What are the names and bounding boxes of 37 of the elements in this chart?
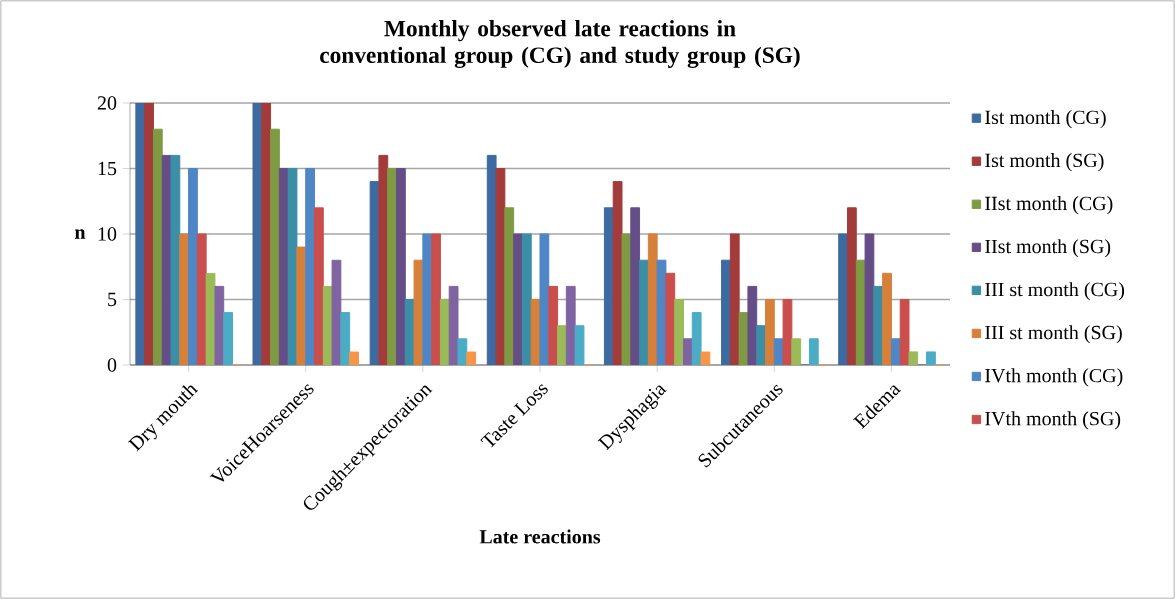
chart-title: Monthly observed late reactions in conventional group (CG) and study group (SG)	[320, 19, 800, 68]
y-tick-label: 10	[98, 227, 117, 241]
bar	[574, 325, 585, 365]
bar	[700, 351, 711, 365]
x-tick-label: Taste Loss	[480, 384, 548, 448]
legend-label: Ist month (CG)	[985, 110, 1106, 129]
legend-label: Ist month (SG)	[985, 153, 1104, 172]
bar	[340, 312, 351, 365]
y-tick-label: 0	[107, 358, 117, 372]
bar	[864, 233, 875, 365]
bar	[656, 259, 667, 365]
bar	[188, 168, 198, 365]
legend-label: IVth month (CG)	[985, 368, 1123, 387]
bar	[457, 338, 468, 365]
legend-label: III st month (CG)	[985, 282, 1125, 301]
bar	[890, 338, 901, 365]
bar	[396, 168, 406, 365]
legend-label: IIst month (CG)	[985, 196, 1113, 215]
x-axis-title: Late reactions	[479, 529, 601, 544]
y-tick-label: 20	[97, 96, 117, 110]
bar	[539, 233, 550, 365]
bar	[223, 312, 233, 365]
y-tick-label: 5	[108, 292, 117, 307]
bar	[926, 351, 936, 365]
bar	[305, 168, 315, 365]
legend-label: IIst month (SG)	[985, 239, 1111, 258]
bar	[349, 351, 359, 365]
bar	[691, 312, 702, 365]
y-axis-title: n	[74, 229, 86, 239]
bar	[513, 233, 523, 365]
legend-label: IVth month (SG)	[985, 411, 1121, 430]
bar	[466, 351, 477, 365]
legend-label: III st month (SG)	[985, 325, 1122, 344]
y-tick-label: 15	[98, 161, 117, 176]
bar	[747, 285, 758, 365]
bar	[808, 338, 819, 365]
bar	[630, 207, 641, 365]
